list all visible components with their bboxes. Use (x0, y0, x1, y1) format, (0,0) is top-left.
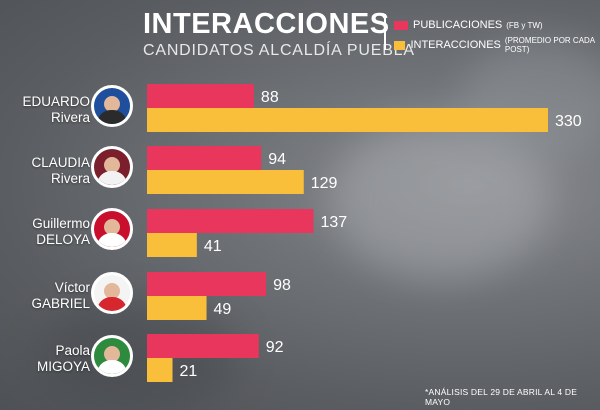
bar-interacciones-2 (147, 233, 197, 257)
bar-interacciones-1 (147, 170, 304, 194)
avatar-guillermo (91, 208, 133, 250)
legend-swatch-publicaciones (394, 20, 408, 30)
candidate-first-name: EDUARDO (22, 94, 90, 109)
legend-label-publicaciones: PUBLICACIONES (413, 19, 503, 31)
data-label-publicaciones-3: 98 (273, 277, 291, 294)
data-label-publicaciones-1: 94 (268, 151, 286, 168)
legend-item-publicaciones: PUBLICACIONES (FB y TW) (394, 19, 543, 31)
bar-interacciones-4 (147, 358, 173, 382)
footnote: *ANÁLISIS DEL 29 DE ABRIL AL 4 DE MAYO (425, 387, 578, 407)
bar-publicaciones-4 (147, 334, 259, 358)
data-label-publicaciones-4: 92 (266, 339, 284, 356)
candidate-last-name: DELOYA (36, 232, 90, 247)
data-label-publicaciones-0: 88 (261, 89, 279, 106)
candidate-first-name: CLAUDIA (31, 155, 90, 170)
candidate-first-name: Guillermo (32, 216, 90, 231)
legend-swatch-interacciones (394, 40, 406, 50)
data-label-interacciones-2: 41 (204, 238, 222, 255)
bar-publicaciones-3 (147, 272, 267, 296)
legend-divider (384, 14, 386, 50)
candidate-label-victor: Víctor GABRIEL (0, 280, 90, 312)
legend-label-interacciones: INTERACCIONES (410, 39, 501, 51)
candidate-last-name: GABRIEL (31, 296, 90, 311)
avatar-paola (91, 335, 133, 377)
bar-interacciones-0 (147, 108, 548, 132)
data-label-interacciones-3: 49 (214, 301, 232, 318)
bar-publicaciones-1 (147, 146, 262, 170)
candidate-label-claudia: CLAUDIA Rivera (0, 155, 90, 187)
candidate-last-name: MIGOYA (36, 359, 90, 374)
data-label-interacciones-1: 129 (311, 175, 338, 192)
avatar-victor (91, 272, 133, 314)
avatar-claudia (91, 146, 133, 188)
data-label-interacciones-0: 330 (555, 113, 582, 130)
data-label-interacciones-4: 21 (180, 363, 198, 380)
candidate-label-paola: Paola MIGOYA (0, 343, 90, 375)
background-phone-blur (460, 40, 600, 160)
legend-note-publicaciones: (FB y TW) (506, 20, 543, 30)
avatar-eduardo (91, 85, 133, 127)
background-hand-blur (330, 120, 550, 280)
candidate-first-name: Víctor (54, 280, 90, 295)
bar-publicaciones-0 (147, 84, 254, 108)
legend-item-interacciones: INTERACCIONES (PROMEDIO POR CADA POST) (394, 36, 600, 54)
data-label-publicaciones-2: 137 (320, 214, 347, 231)
candidate-label-guillermo: Guillermo DELOYA (0, 216, 90, 248)
candidate-last-name: Rivera (50, 110, 90, 125)
candidate-label-eduardo: EDUARDO Rivera (0, 94, 90, 126)
bar-publicaciones-2 (147, 209, 314, 233)
page-title: INTERACCIONES (143, 8, 390, 40)
candidate-last-name: Rivera (50, 171, 90, 186)
candidate-first-name: Paola (55, 343, 90, 358)
page-subtitle: CANDIDATOS ALCALDÍA PUEBLA (143, 42, 415, 59)
legend-note-interacciones: (PROMEDIO POR CADA POST) (504, 36, 595, 54)
bar-interacciones-3 (147, 296, 207, 320)
